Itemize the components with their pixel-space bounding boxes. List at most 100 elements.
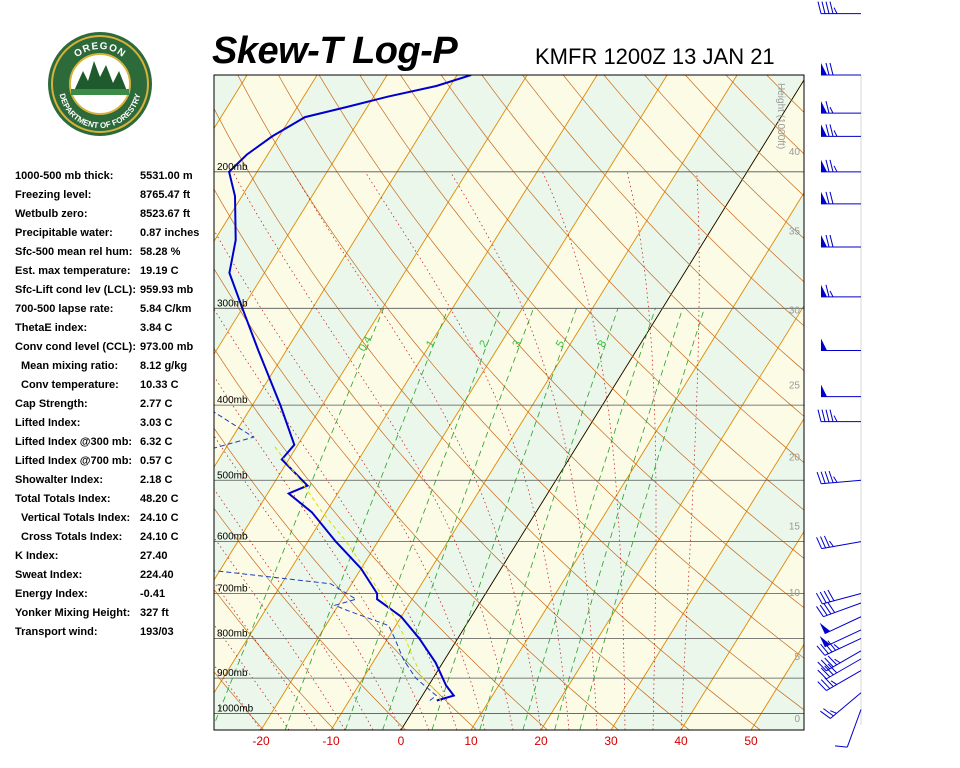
temp-tick-label: 10: [464, 734, 478, 748]
moist-adiabat: [232, 171, 514, 730]
isotherm-band: [214, 75, 248, 129]
index-value: 24.10 C: [140, 531, 179, 543]
moist-adiabat: [214, 435, 402, 730]
isotherm-line: [214, 75, 318, 243]
height-tick-label: 25: [789, 380, 801, 391]
wind-barb: [817, 1, 861, 15]
index-value: 58.28 %: [140, 246, 181, 258]
temp-tick-label: -20: [252, 734, 270, 748]
isotherm-band: [821, 75, 960, 730]
index-row: 1000-500 mb thick: 5531.00 m: [15, 168, 215, 187]
index-row: Conv cond level (CCL): 973.00 mb: [15, 339, 215, 358]
index-row: Cross Totals Index: 24.10 C: [15, 529, 215, 548]
index-label: Cross Totals Index:: [21, 531, 123, 543]
index-label: K Index:: [15, 550, 59, 562]
moist-adiabat: [214, 375, 430, 730]
isotherm-band: [331, 75, 804, 730]
index-label: Lifted Index @300 mb:: [15, 436, 133, 448]
index-value: 8765.47 ft: [140, 189, 191, 201]
wind-barb: [821, 191, 861, 205]
temp-tick-label: 0: [398, 734, 405, 748]
pressure-label: 600mb: [217, 532, 248, 543]
dry-adiabat: [929, 75, 960, 730]
index-value: 19.19 C: [140, 265, 179, 277]
isotherm-line: [540, 304, 804, 730]
wind-barb: [816, 470, 862, 485]
height-axis-label: Height (1000ft): [775, 83, 786, 149]
height-tick-label: 30: [789, 305, 801, 316]
height-tick-label: 10: [789, 588, 801, 599]
isotherm-line: [330, 75, 738, 730]
isotherm-line: [680, 530, 804, 730]
mixing-ratio-line: [554, 308, 684, 730]
temp-tick-label: 50: [744, 734, 758, 748]
index-label: Sfc-500 mean rel hum:: [15, 246, 133, 258]
wind-barb: [819, 629, 862, 648]
station-time-label: KMFR 1200Z 13 JAN 21: [535, 44, 775, 69]
moist-adiabat: [214, 229, 486, 730]
dry-adiabat: [848, 75, 960, 730]
mixing-ratio-line: [382, 308, 534, 730]
index-label: 1000-500 mb thick:: [15, 170, 114, 182]
index-row: Showalter Index: 2.18 C: [15, 472, 215, 491]
temperature-profile: [227, 75, 472, 702]
index-row: Sfc-Lift cond lev (LCL): 959.93 mb: [15, 282, 215, 301]
moist-adiabat: [450, 171, 598, 730]
index-row: Sfc-500 mean rel hum: 58.28 %: [15, 244, 215, 263]
pressure-label: 1000mb: [217, 704, 254, 715]
mixing-ratio-line: [479, 308, 619, 730]
index-label: Mean mixing ratio:: [21, 360, 119, 372]
index-value: 6.32 C: [140, 436, 173, 448]
index-value: 2.77 C: [140, 398, 173, 410]
isotherm-line: [0, 75, 37, 730]
height-tick-label: 0: [794, 714, 800, 725]
wind-barb: [817, 409, 861, 423]
temp-tick-label: 40: [674, 734, 688, 748]
wind-barb: [815, 589, 862, 605]
freezing-isotherm: [400, 79, 804, 730]
index-row: Vertical Totals Index: 24.10 C: [15, 510, 215, 529]
pressure-label: 700mb: [217, 584, 248, 595]
index-row: Wetbulb zero: 8523.67 ft: [15, 206, 215, 225]
index-value: 10.33 C: [140, 379, 179, 391]
isotherm-line: [214, 75, 528, 581]
isotherm-line: [0, 75, 107, 730]
mixing-ratio-line: [431, 308, 577, 730]
mixing-ratio-line: [344, 308, 502, 730]
isotherm-line: [214, 75, 598, 694]
index-value: 8.12 g/kg: [140, 360, 188, 372]
wind-barb: [821, 159, 861, 173]
wind-barb: [821, 338, 861, 351]
wind-barb: [821, 62, 861, 76]
moist-adiabat: [626, 171, 657, 730]
index-label: Lifted Index @700 mb:: [15, 455, 133, 467]
index-value: 3.03 C: [140, 417, 173, 429]
index-label: Sweat Index:: [15, 569, 83, 581]
mixing-ratio-line: [284, 308, 449, 730]
mixing-ratio-label: 2: [477, 338, 490, 349]
index-row: Sweat Index: 224.40: [15, 567, 215, 586]
index-row: Precipitable water: 0.87 inches: [15, 225, 215, 244]
isotherm-line: [610, 417, 804, 730]
isotherm-line: [260, 75, 668, 730]
index-row: Est. max temperature: 19.19 C: [15, 263, 215, 282]
index-value: 224.40: [140, 569, 174, 581]
dry-adiabat: [889, 75, 960, 730]
index-label: 700-500 lapse rate:: [15, 303, 114, 315]
temp-tick-label: 30: [604, 734, 618, 748]
wind-barb: [816, 602, 862, 618]
isotherm-line: [214, 75, 388, 356]
index-label: Transport wind:: [15, 626, 98, 638]
moist-adiabat: [542, 171, 626, 730]
dry-adiabat: [807, 75, 960, 730]
index-row: Cap Strength: 2.77 C: [15, 396, 215, 415]
index-value: 48.20 C: [140, 493, 179, 505]
index-value: 5531.00 m: [140, 170, 193, 182]
wind-barb: [820, 692, 862, 719]
moist-adiabat: [214, 488, 374, 730]
index-row: Transport wind: 193/03: [15, 624, 215, 643]
index-label: Conv cond level (CCL):: [15, 341, 137, 353]
isotherm-line: [821, 75, 960, 730]
index-row: K Index: 27.40: [15, 548, 215, 567]
index-label: ThetaE index:: [15, 322, 88, 334]
